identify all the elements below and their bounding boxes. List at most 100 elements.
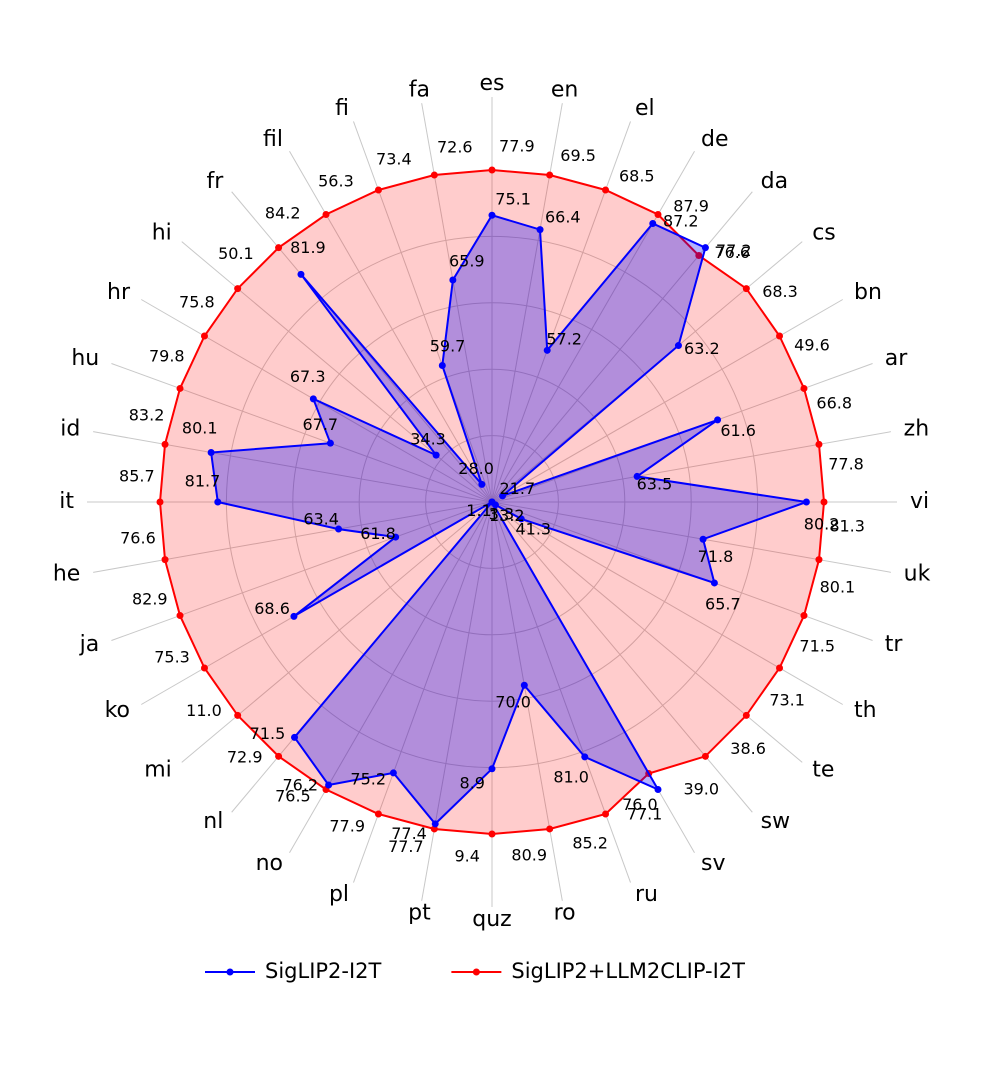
grid-spoke — [491, 501, 803, 763]
data-point — [478, 480, 486, 488]
value-label: 73.1 — [769, 691, 805, 710]
value-label: 65.9 — [449, 251, 485, 270]
data-point — [374, 186, 382, 194]
value-label: 75.3 — [154, 648, 190, 667]
category-label: ru — [635, 882, 658, 907]
category-label: mi — [144, 758, 172, 783]
value-label: 1.1 — [466, 501, 491, 520]
value-label: 75.2 — [350, 770, 386, 789]
grid-spoke — [289, 151, 493, 503]
category-label: fr — [207, 169, 225, 194]
value-label: 76.6 — [714, 243, 750, 262]
category-label: sw — [761, 809, 790, 834]
value-label: 72.6 — [437, 137, 473, 156]
category-label: ar — [885, 346, 908, 371]
value-label: 65.7 — [705, 594, 741, 613]
data-point — [161, 440, 169, 448]
legend-label: SigLIP2+LLM2CLIP-I2T — [511, 959, 745, 983]
data-point — [802, 498, 810, 506]
data-point — [449, 276, 457, 284]
data-point — [309, 395, 317, 403]
value-label: 73.4 — [376, 149, 412, 168]
grid-spoke — [491, 103, 563, 503]
grid-spoke — [111, 501, 493, 641]
category-label: no — [256, 851, 283, 876]
data-point — [430, 171, 438, 179]
value-label: 87.2 — [663, 212, 699, 231]
value-label: 75.8 — [179, 292, 215, 311]
category-label: te — [812, 758, 834, 783]
category-label: hr — [107, 280, 131, 305]
value-label: 8.9 — [460, 774, 485, 793]
value-label: 80.9 — [511, 846, 547, 865]
category-label: fi — [335, 96, 349, 121]
value-label: 85.2 — [572, 834, 608, 853]
category-label: nl — [203, 809, 223, 834]
data-point — [275, 752, 283, 760]
category-label: uk — [904, 562, 931, 587]
category-label: cs — [812, 220, 836, 245]
value-label: 13.2 — [489, 506, 525, 525]
value-label: 56.3 — [318, 172, 354, 191]
data-point — [543, 346, 551, 354]
value-label: 68.6 — [254, 599, 290, 618]
data-point — [674, 342, 682, 350]
category-label: bn — [854, 280, 882, 305]
category-label: ko — [105, 698, 130, 723]
legend-marker — [226, 968, 234, 976]
category-label: sv — [701, 851, 725, 876]
value-label: 28.0 — [458, 459, 494, 478]
data-point — [431, 820, 439, 828]
value-label: 50.1 — [218, 244, 254, 263]
category-label: quz — [472, 907, 511, 932]
data-point — [520, 681, 528, 689]
data-point — [499, 492, 507, 500]
data-point — [742, 711, 750, 719]
value-label: 63.2 — [684, 339, 720, 358]
value-label: 79.8 — [149, 347, 185, 366]
data-point — [322, 210, 330, 218]
data-point — [389, 769, 397, 777]
value-label: 39.0 — [683, 780, 719, 799]
value-label: 81.7 — [185, 471, 221, 490]
data-point — [776, 664, 784, 672]
data-point — [176, 612, 184, 620]
data-point — [488, 211, 496, 219]
value-label: 80.1 — [182, 419, 218, 438]
value-label: 11.0 — [186, 701, 222, 720]
data-point — [488, 830, 496, 838]
data-point — [488, 166, 496, 174]
value-label: 81.3 — [829, 516, 865, 535]
category-label: ro — [554, 901, 576, 926]
value-label: 68.5 — [619, 166, 655, 185]
category-label: it — [59, 489, 74, 514]
grid-spoke — [181, 501, 493, 763]
category-label: zh — [904, 416, 930, 441]
value-label: 21.7 — [500, 479, 536, 498]
grid-spoke — [491, 431, 891, 503]
value-label: 71.5 — [250, 724, 286, 743]
grid-spoke — [491, 501, 843, 705]
value-label: 76.5 — [275, 787, 311, 806]
data-point — [776, 332, 784, 340]
data-point — [275, 244, 283, 252]
data-point — [546, 825, 554, 833]
value-label: 61.8 — [360, 524, 396, 543]
value-label: 85.7 — [119, 467, 155, 486]
value-label: 76.6 — [120, 529, 156, 548]
value-label: 82.9 — [132, 590, 168, 609]
category-label: th — [854, 698, 877, 723]
data-point — [654, 210, 662, 218]
value-label: 59.7 — [430, 336, 466, 355]
data-point — [488, 765, 496, 773]
value-label: 81.9 — [290, 238, 326, 257]
data-point — [161, 556, 169, 564]
data-point — [701, 244, 709, 252]
value-label: 61.6 — [720, 421, 756, 440]
value-label: 63.5 — [637, 474, 673, 493]
legend-label: SigLIP2-I2T — [265, 959, 382, 983]
value-label: 80.1 — [820, 578, 856, 597]
grid-spoke — [93, 431, 493, 503]
data-point — [325, 781, 333, 789]
data-point — [207, 448, 215, 456]
